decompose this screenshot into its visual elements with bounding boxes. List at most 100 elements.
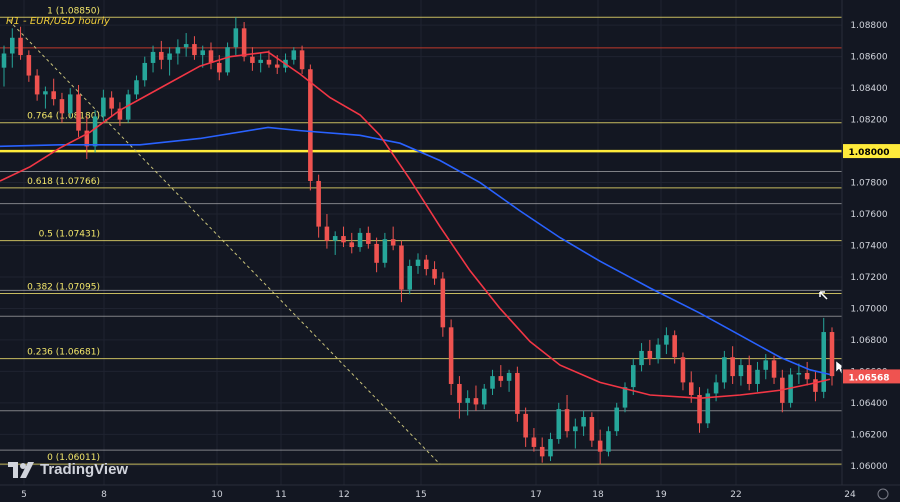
- candle: [332, 231, 338, 255]
- candle-body: [225, 47, 230, 73]
- tradingview-logo-icon: [8, 461, 34, 478]
- candle: [51, 78, 56, 106]
- candle-body: [125, 94, 131, 120]
- candle-body: [200, 50, 205, 56]
- candle-body: [448, 327, 454, 384]
- candle: [258, 53, 263, 73]
- candle: [233, 17, 239, 56]
- candle: [581, 410, 586, 436]
- price-tick-2: 1.08400: [850, 84, 887, 94]
- candle-body: [382, 239, 388, 263]
- key-level-tag-text: 1.08000: [849, 148, 890, 158]
- candle: [142, 56, 148, 87]
- candle-body: [606, 431, 611, 452]
- candle: [680, 352, 686, 391]
- price-tick-5: 1.07800: [850, 179, 887, 189]
- candle-body: [672, 335, 677, 358]
- candle-body: [506, 372, 512, 381]
- price-axis-panel: [842, 0, 900, 502]
- candle: [67, 88, 73, 119]
- fib-label-6: 0 (1.06011): [47, 453, 100, 463]
- candle-body: [192, 44, 197, 56]
- candle-body: [76, 94, 81, 131]
- chart-title: H1 - EUR/USD hourly: [6, 16, 110, 27]
- key-level-tag: [843, 144, 900, 159]
- candle: [76, 84, 81, 137]
- fib-label-1: 0.764 (1.08180): [27, 112, 100, 122]
- candle-body: [316, 180, 321, 227]
- candle-body: [415, 259, 421, 266]
- time-axis-panel: [0, 485, 900, 502]
- candle-body: [614, 407, 619, 432]
- candle: [250, 47, 255, 71]
- candle: [606, 426, 611, 457]
- candle-body: [829, 332, 835, 377]
- candle: [506, 369, 512, 392]
- fib-label-0: 1 (1.08850): [47, 6, 100, 16]
- candle: [167, 47, 172, 76]
- candle-body: [291, 50, 297, 60]
- candle: [349, 232, 355, 254]
- candle: [374, 237, 379, 273]
- candle-body: [109, 97, 114, 109]
- candle-body: [523, 413, 528, 438]
- candle: [10, 28, 15, 68]
- candle: [622, 382, 628, 413]
- candle-body: [688, 382, 694, 395]
- candle: [415, 253, 421, 274]
- candle-body: [465, 398, 470, 403]
- candle-body: [299, 50, 305, 70]
- candle: [631, 358, 636, 395]
- candle-body: [440, 278, 446, 328]
- candle: [515, 366, 520, 422]
- price-tick-6: 1.07600: [850, 210, 887, 220]
- candle-body: [1, 53, 7, 68]
- candle-body: [813, 379, 818, 392]
- candle: [382, 232, 388, 268]
- price-tick-7: 1.07400: [850, 241, 887, 251]
- candle: [730, 346, 735, 384]
- candle: [829, 327, 835, 386]
- candle-body: [101, 97, 106, 117]
- candle: [647, 339, 653, 366]
- price-tick-9: 1.07000: [850, 304, 887, 314]
- candle: [424, 254, 429, 276]
- candle: [175, 39, 181, 65]
- settings-gear-icon[interactable]: [877, 488, 889, 500]
- ma-fast-line: [0, 51, 831, 399]
- candle: [134, 75, 139, 100]
- candle-body: [473, 398, 479, 405]
- time-tick-4: 12: [338, 490, 349, 500]
- candle-body: [573, 426, 578, 432]
- candle-body: [308, 69, 313, 181]
- candle: [804, 361, 810, 386]
- candle-body: [564, 409, 570, 432]
- candle: [92, 110, 98, 153]
- candle: [225, 42, 230, 76]
- candle: [299, 45, 305, 74]
- candle-body: [266, 59, 272, 65]
- candle: [738, 358, 744, 386]
- candle: [672, 330, 677, 364]
- candle: [101, 89, 106, 122]
- candle-body: [349, 242, 355, 248]
- candle-body: [208, 50, 214, 63]
- candle-body: [589, 417, 595, 441]
- candle-body: [217, 62, 222, 73]
- candle: [589, 412, 595, 447]
- tradingview-logo: TradingView: [8, 461, 128, 478]
- candle-body: [167, 53, 172, 60]
- fib-label-2: 0.618 (1.07766): [27, 177, 100, 187]
- candle-body: [539, 446, 545, 457]
- candle-body: [755, 369, 760, 384]
- trend-line: [8, 20, 441, 465]
- candle-body: [26, 55, 32, 76]
- candle: [664, 327, 669, 355]
- time-tick-8: 19: [655, 490, 667, 500]
- candle-body: [43, 91, 48, 95]
- candle-body: [424, 259, 429, 270]
- candle: [183, 33, 189, 57]
- candle-body: [51, 91, 56, 100]
- price-tick-3: 1.08200: [850, 116, 887, 126]
